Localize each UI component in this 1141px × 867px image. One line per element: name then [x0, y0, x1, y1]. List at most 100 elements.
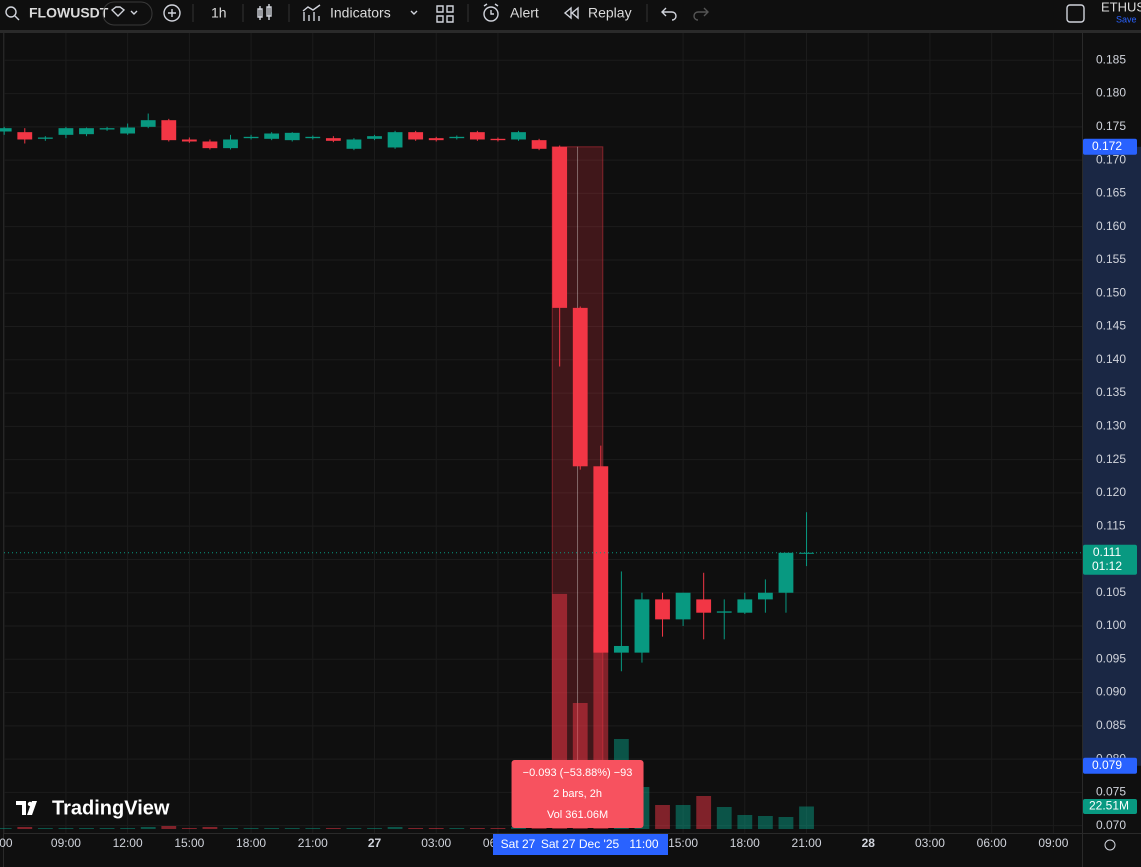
y-tick-label: 0.135	[1096, 385, 1126, 399]
y-tick-label: 0.075	[1096, 785, 1126, 799]
axis-settings[interactable]	[1104, 839, 1116, 851]
dropdown-icon[interactable]	[410, 10, 418, 15]
save-button[interactable]: Save	[1116, 14, 1137, 24]
volume-bar	[757, 816, 773, 829]
x-tick-label: 21:00	[792, 836, 822, 850]
volume-bar	[346, 828, 362, 829]
x-tick-label: 09:00	[1038, 836, 1068, 850]
candle-body	[284, 132, 300, 141]
undo[interactable]	[661, 7, 677, 21]
add-symbol[interactable]	[163, 4, 181, 22]
replay[interactable]: Replay	[588, 5, 632, 21]
candle-body	[613, 645, 629, 653]
y-tick-label: 0.125	[1096, 452, 1126, 466]
measure-tooltip-text: 2 bars, 2h	[553, 788, 602, 800]
candle-body	[120, 127, 136, 134]
symbol[interactable]: FLOWUSDT	[29, 5, 109, 21]
y-tick-label: 0.175	[1096, 119, 1126, 133]
candle-body	[531, 140, 547, 149]
x-tick-label: 18:00	[236, 836, 266, 850]
candle-body	[223, 139, 238, 149]
volume-bar	[325, 828, 341, 829]
volume-bar	[284, 828, 300, 829]
candle-body	[469, 132, 485, 140]
volume-bar	[799, 806, 814, 829]
candle-body	[572, 307, 588, 467]
x-tick-label: 15:00	[174, 836, 204, 850]
search-icon	[14, 15, 20, 21]
layout-name[interactable]: ETHUS	[1101, 0, 1141, 14]
layout-toggle[interactable]	[1066, 4, 1085, 23]
exchange-pill[interactable]	[102, 1, 153, 26]
candle-body	[0, 128, 12, 132]
symbol-search[interactable]: FLOWUSDT	[5, 5, 109, 21]
alert[interactable]: Alert	[510, 5, 539, 21]
diamond-icon	[110, 6, 126, 17]
y-tick-label: 0.170	[1096, 152, 1126, 166]
volume-bar	[181, 828, 197, 829]
x-tick-label: 12:00	[113, 836, 143, 850]
candle-body	[799, 552, 814, 554]
y-tick-label: 0.185	[1096, 52, 1126, 66]
volume-bar	[428, 828, 444, 829]
candle-body	[511, 132, 526, 140]
y-tick-label: 0.095	[1096, 651, 1126, 665]
volume-tag	[1083, 798, 1137, 814]
candle-body	[408, 132, 424, 140]
y-tick-label: 0.090	[1096, 685, 1126, 699]
candle-body	[716, 611, 732, 613]
candle-body	[387, 132, 403, 148]
indicators-icon	[302, 4, 321, 21]
price-tag	[1083, 138, 1137, 155]
volume-bar	[778, 817, 794, 829]
dropdown-icon	[130, 10, 138, 15]
volume-bar	[490, 828, 506, 829]
candle-body	[79, 128, 94, 135]
candle-body	[778, 552, 794, 593]
volume-bar	[17, 827, 33, 829]
chart-type[interactable]	[257, 4, 272, 20]
last-volume-label: 22.51M	[1089, 799, 1129, 813]
volume-bar	[223, 828, 238, 829]
volume-bar	[0, 828, 12, 829]
y-tick-label: 0.105	[1096, 585, 1126, 599]
volume-bar	[264, 828, 280, 829]
candle-body	[346, 139, 362, 149]
volume-bar	[387, 827, 403, 829]
x-tick-label: :00	[0, 836, 13, 850]
time-label-bg	[493, 834, 668, 855]
candle-body	[757, 592, 773, 600]
candle-body	[37, 137, 53, 139]
volume-bar	[99, 828, 115, 829]
y-tick-label: 0.180	[1096, 86, 1126, 100]
candle-body	[552, 146, 568, 308]
last-price-tag	[1083, 544, 1137, 575]
volume-bar	[716, 807, 732, 829]
candle-body	[305, 136, 321, 139]
interval[interactable]: 1h	[211, 5, 227, 21]
redo[interactable]	[693, 7, 709, 21]
y-tick-label: 0.140	[1096, 352, 1126, 366]
volume-bar	[58, 828, 74, 829]
y-tick-label: 0.070	[1096, 818, 1126, 832]
candle-body	[655, 599, 670, 620]
candle-body	[490, 138, 506, 141]
price-tag-label: 0.079	[1092, 758, 1122, 772]
candle-body	[140, 120, 156, 127]
indicators[interactable]: Indicators	[330, 5, 391, 21]
search-icon	[5, 6, 17, 18]
candle-body	[161, 120, 177, 141]
y-tick-label: 0.155	[1096, 252, 1126, 266]
candle-body	[696, 599, 712, 613]
volume-bar	[675, 805, 691, 829]
candle-body	[737, 599, 753, 613]
x-tick-label: 06:00	[977, 836, 1007, 850]
candle-body	[449, 136, 465, 139]
x-tick-label: 28	[862, 836, 876, 850]
candle-body	[202, 141, 218, 149]
templates[interactable]	[436, 5, 454, 23]
candle-body	[17, 132, 33, 140]
